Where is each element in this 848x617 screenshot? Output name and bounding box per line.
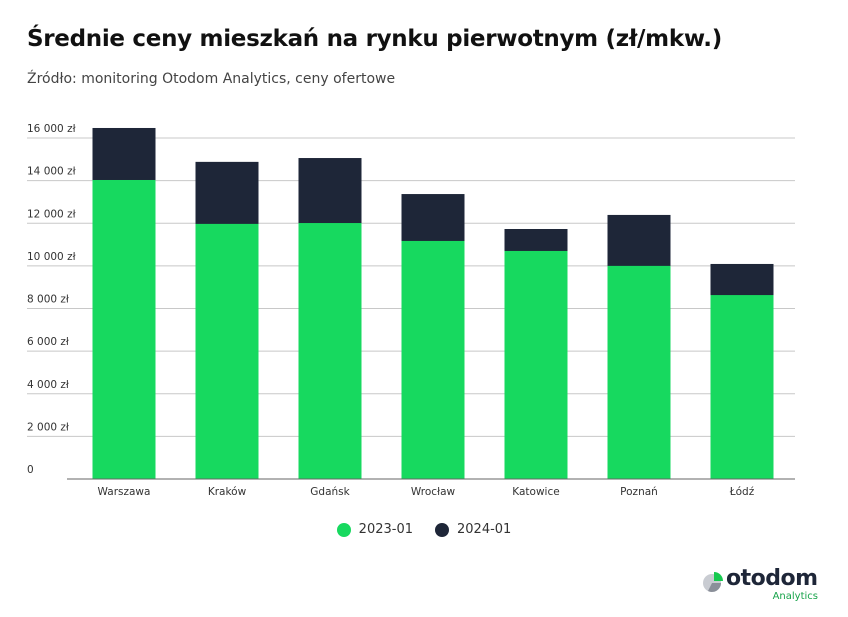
y-tick-label: 14 000 zł [27,166,76,178]
legend-swatch-2023 [336,522,351,537]
bar-2023-4 [504,250,568,479]
legend-label-2023: 2023-01 [358,522,413,537]
y-tick-label: 2 000 zł [27,421,69,433]
y-tick-label: 16 000 zł [27,123,76,135]
legend: 2023-01 2024-01 [0,522,848,537]
chart-subtitle: Źródło: monitoring Otodom Analytics, cen… [27,71,396,87]
bar-2023-0 [92,179,156,479]
x-tick-label: Warszawa [98,486,151,498]
x-tick-label: Gdańsk [310,486,350,498]
x-tick-label: Kraków [208,486,247,498]
x-tick-label: Poznań [620,486,658,498]
legend-swatch-2024 [435,522,449,537]
y-tick-label: 10 000 zł [27,251,76,263]
logo-wordmark: otodom [726,566,818,591]
x-tick-label: Wrocław [411,486,456,498]
legend-item-2024: 2024-01 [435,522,511,537]
otodom-logo: otodom Analytics [702,566,822,606]
y-tick-label: 4 000 zł [27,379,69,391]
logo-subtitle: Analytics [772,591,818,602]
y-tick-label: 6 000 zł [27,336,69,348]
y-tick-label: 8 000 zł [27,294,69,306]
y-tick-label: 12 000 zł [27,208,76,220]
chart-title: Średnie ceny mieszkań na rynku pierwotny… [27,26,722,52]
bar-2023-2 [298,223,362,479]
y-tick-label: 0 [27,464,34,476]
logo-pie-icon [703,572,723,592]
bar-2023-3 [401,240,465,479]
legend-item-2023: 2023-01 [336,522,413,537]
x-tick-label: Łódź [729,486,755,498]
bar-2023-6 [710,295,774,479]
legend-label-2024: 2024-01 [457,522,512,537]
x-tick-label: Katowice [512,486,559,498]
bar-2023-5 [607,265,671,479]
bar-2023-1 [195,223,259,479]
